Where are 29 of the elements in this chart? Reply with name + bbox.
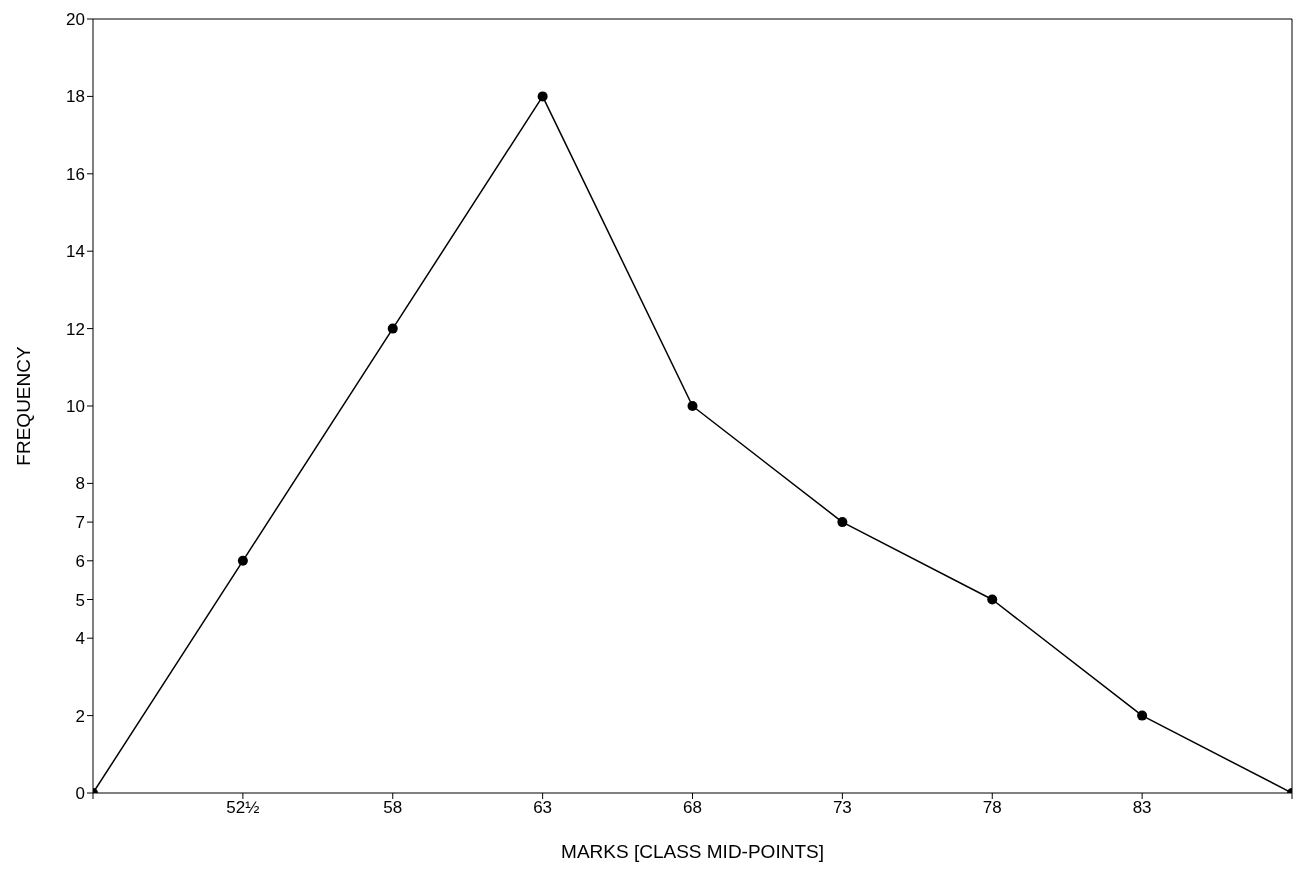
point <box>837 517 848 528</box>
y-tick-label: 5 <box>75 590 85 610</box>
y-tick-label: 10 <box>66 397 85 417</box>
x-tick-label: 68 <box>683 798 702 818</box>
point <box>537 91 548 102</box>
y-axis-title: FREQUENCY <box>12 346 34 466</box>
point <box>1137 710 1148 721</box>
y-tick-label: 6 <box>75 551 85 571</box>
x-tick-label: 78 <box>982 798 1002 818</box>
point <box>987 594 998 605</box>
point <box>687 401 698 411</box>
y-tick-label: 4 <box>75 629 85 649</box>
point <box>237 555 248 566</box>
y-tick-label: 8 <box>75 474 85 494</box>
point <box>387 323 398 334</box>
x-tick-label: 63 <box>533 798 553 818</box>
y-tick-label: 12 <box>66 319 85 339</box>
y-tick-label: 20 <box>66 10 85 30</box>
y-tick-label: 16 <box>66 164 85 184</box>
y-tick-label: 0 <box>75 784 85 804</box>
x-tick-label: 73 <box>832 798 852 818</box>
x-tick-label: 58 <box>383 798 403 818</box>
y-tick-label: 14 <box>66 242 85 262</box>
x-tick-label: 52½ <box>226 798 260 818</box>
y-tick-label: 18 <box>66 87 85 107</box>
x-axis-title: MARKS [CLASS MID-POINTS] <box>561 841 824 862</box>
x-tick-label: 83 <box>1132 798 1152 818</box>
y-tick-label: 7 <box>75 513 85 533</box>
y-tick-label: 2 <box>75 706 85 726</box>
